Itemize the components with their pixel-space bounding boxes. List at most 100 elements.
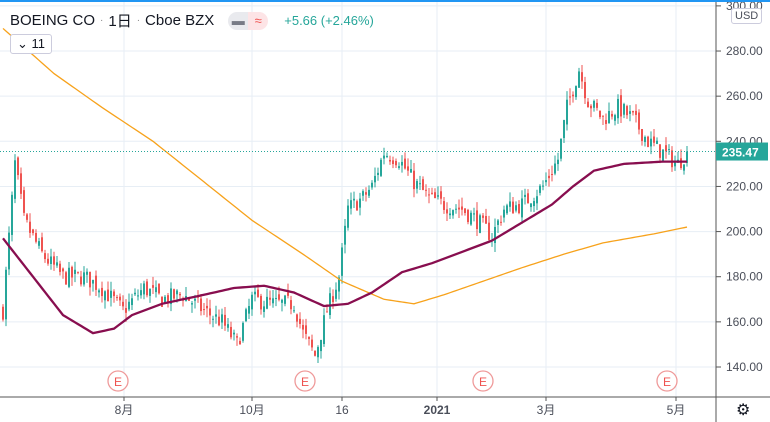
candle-body (269, 297, 271, 300)
candle-body (266, 296, 268, 309)
candle-body (284, 295, 286, 304)
candle (89, 271, 91, 296)
ma-slow-line (2, 27, 688, 305)
visibility-toggle[interactable]: ▬ ≈ (228, 11, 269, 30)
candle (659, 144, 661, 164)
candle-body (413, 170, 415, 190)
candle-body (542, 185, 544, 187)
candle-body (419, 183, 421, 185)
candle (323, 308, 325, 347)
candle (14, 154, 16, 204)
candle (410, 159, 412, 173)
candle-body (239, 340, 241, 345)
candle-body (341, 247, 343, 276)
candle-body (215, 314, 217, 317)
candle (200, 294, 202, 316)
candle (656, 137, 658, 145)
candle-body (422, 179, 424, 190)
candle (347, 199, 349, 231)
approx-icon[interactable]: ≈ (248, 11, 269, 30)
candle (593, 99, 595, 112)
candle (230, 321, 232, 340)
candle (191, 300, 193, 313)
candle-body (686, 151, 688, 163)
candle-body (617, 98, 619, 119)
candle (170, 282, 172, 312)
candle-body (683, 164, 685, 171)
candle-body (437, 195, 439, 197)
candle (284, 294, 286, 307)
earnings-marker[interactable]: E (294, 370, 316, 392)
symbol-name[interactable]: BOEING CO (10, 12, 96, 29)
candle (2, 304, 4, 322)
candle-body (263, 306, 265, 312)
candle (518, 200, 520, 215)
candle (320, 339, 322, 359)
candle (605, 113, 607, 131)
candle (131, 293, 133, 311)
candle-body (506, 205, 508, 214)
candle-body (311, 339, 313, 348)
candle-body (113, 291, 115, 297)
candle (173, 288, 175, 301)
currency-label[interactable]: USD (731, 8, 763, 24)
candle-body (359, 198, 361, 208)
candle (167, 292, 169, 308)
earnings-marker[interactable]: E (472, 370, 494, 392)
candle-body (347, 205, 349, 228)
candle-body (461, 206, 463, 210)
candle-body (584, 81, 586, 99)
candle (482, 212, 484, 223)
minus-icon[interactable]: ▬ (228, 11, 249, 30)
candle-body (272, 298, 274, 304)
candle (17, 156, 19, 180)
interval[interactable]: 1日 (108, 13, 132, 30)
candle (71, 265, 73, 286)
candle-body (674, 161, 676, 167)
candle-body (608, 110, 610, 124)
candle (26, 212, 28, 223)
candle (653, 128, 655, 147)
candle (527, 189, 529, 204)
candle-body (578, 71, 580, 88)
candle-body (509, 201, 511, 207)
candle-body (20, 173, 22, 194)
candle (35, 229, 37, 244)
candle (650, 131, 652, 155)
x-tick-label: 5月 (667, 403, 686, 417)
candle (110, 281, 112, 307)
settings-gear-icon[interactable]: ⚙ (736, 402, 751, 419)
candle-body (290, 300, 292, 310)
candle-body (572, 94, 574, 97)
candle-body (254, 291, 256, 295)
candle-body (242, 322, 244, 341)
candle (50, 248, 52, 270)
candle-body (416, 181, 418, 189)
candle (479, 213, 481, 234)
earnings-marker[interactable]: E (656, 370, 678, 392)
candle-body (158, 283, 160, 294)
candle-body (458, 207, 460, 210)
candle-body (644, 136, 646, 143)
candle-body (83, 272, 85, 285)
candle-body (467, 209, 469, 223)
candle (584, 76, 586, 104)
earnings-marker[interactable]: E (107, 370, 129, 392)
candle-body (56, 262, 58, 266)
candle-body (590, 105, 592, 109)
candle (578, 67, 580, 88)
indicators-toggle[interactable]: ⌄ 11 (10, 34, 53, 54)
candle-body (620, 95, 622, 117)
candle (236, 333, 238, 346)
candle (524, 188, 526, 205)
candle (389, 155, 391, 165)
candle (539, 184, 541, 196)
candle-body (248, 306, 250, 314)
candle-body (395, 160, 397, 166)
candle-body (140, 290, 142, 296)
candle (674, 155, 676, 171)
candle (617, 94, 619, 124)
y-tick-label: 160.00 (726, 315, 763, 329)
candle (425, 184, 427, 197)
